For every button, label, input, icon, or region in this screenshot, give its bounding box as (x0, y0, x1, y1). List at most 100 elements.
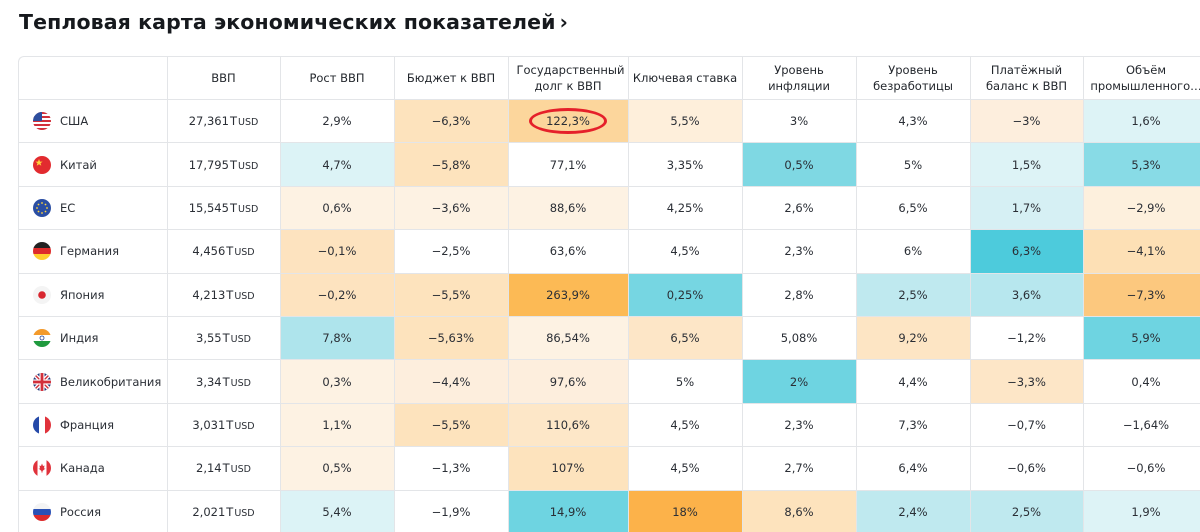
heatmap-cell[interactable]: −5,63% (394, 316, 508, 359)
heatmap-cell[interactable]: 97,6% (508, 360, 628, 403)
heatmap-cell[interactable]: −5,5% (394, 273, 508, 316)
heatmap-cell[interactable]: 4,25% (628, 186, 742, 229)
heatmap-cell[interactable]: 2,8% (742, 273, 856, 316)
heatmap-cell[interactable]: 1,7% (970, 186, 1083, 229)
gdp-cell[interactable]: 17,795TUSD (167, 143, 280, 186)
gdp-cell[interactable]: 27,361TUSD (167, 100, 280, 143)
heatmap-cell[interactable]: −6,3% (394, 100, 508, 143)
heatmap-cell[interactable]: 4,5% (628, 230, 742, 273)
country-cell[interactable]: США (19, 100, 167, 143)
heatmap-cell[interactable]: 2,6% (742, 186, 856, 229)
heatmap-cell[interactable]: 5,08% (742, 316, 856, 359)
country-cell[interactable]: ЕС (19, 186, 167, 229)
gdp-cell[interactable]: 3,55TUSD (167, 316, 280, 359)
heatmap-cell[interactable]: 2,3% (742, 403, 856, 446)
heatmap-cell[interactable]: 2,4% (856, 490, 970, 532)
heatmap-cell[interactable]: −3,6% (394, 186, 508, 229)
heatmap-cell[interactable]: −2,9% (1083, 186, 1200, 229)
heatmap-cell[interactable]: 0,4% (1083, 360, 1200, 403)
heatmap-cell[interactable]: 4,7% (280, 143, 394, 186)
heatmap-cell[interactable]: 3,35% (628, 143, 742, 186)
heatmap-cell[interactable]: 4,5% (628, 403, 742, 446)
heatmap-cell[interactable]: 3% (742, 100, 856, 143)
header-cell[interactable]: Бюджет к ВВП (394, 57, 508, 100)
heatmap-cell[interactable]: 1,5% (970, 143, 1083, 186)
heatmap-cell[interactable]: −0,6% (1083, 447, 1200, 490)
heatmap-cell[interactable]: 2,3% (742, 230, 856, 273)
country-cell[interactable]: Германия (19, 230, 167, 273)
heatmap-cell[interactable]: 2,7% (742, 447, 856, 490)
gdp-cell[interactable]: 2,14TUSD (167, 447, 280, 490)
heatmap-cell[interactable]: −3,3% (970, 360, 1083, 403)
heatmap-cell[interactable]: −0,6% (970, 447, 1083, 490)
header-cell[interactable]: Ключевая ставка (628, 57, 742, 100)
heatmap-cell[interactable]: −0,2% (280, 273, 394, 316)
country-cell[interactable]: Канада (19, 447, 167, 490)
country-cell[interactable]: Россия (19, 490, 167, 532)
heatmap-cell[interactable]: −1,64% (1083, 403, 1200, 446)
gdp-cell[interactable]: 4,456TUSD (167, 230, 280, 273)
heatmap-cell[interactable]: 5,3% (1083, 143, 1200, 186)
heatmap-cell[interactable]: 2% (742, 360, 856, 403)
header-cell[interactable]: Государственный долг к ВВП (508, 57, 628, 100)
heatmap-cell[interactable]: 2,9% (280, 100, 394, 143)
header-cell[interactable]: Объём промышленного… (1083, 57, 1200, 100)
heatmap-cell[interactable]: −1,3% (394, 447, 508, 490)
heatmap-cell[interactable]: 8,6% (742, 490, 856, 532)
heatmap-cell[interactable]: 0,3% (280, 360, 394, 403)
heatmap-cell[interactable]: 7,3% (856, 403, 970, 446)
heatmap-cell[interactable]: −1,2% (970, 316, 1083, 359)
heatmap-cell[interactable]: 1,1% (280, 403, 394, 446)
country-cell[interactable]: Индия (19, 316, 167, 359)
heatmap-cell[interactable]: 9,2% (856, 316, 970, 359)
heatmap-cell[interactable]: −0,1% (280, 230, 394, 273)
heatmap-cell[interactable]: 6% (856, 230, 970, 273)
heatmap-cell[interactable]: 4,4% (856, 360, 970, 403)
heatmap-cell[interactable]: 18% (628, 490, 742, 532)
heatmap-cell[interactable]: −3% (970, 100, 1083, 143)
heatmap-cell[interactable]: 7,8% (280, 316, 394, 359)
gdp-cell[interactable]: 15,545TUSD (167, 186, 280, 229)
heatmap-cell[interactable]: 263,9% (508, 273, 628, 316)
gdp-cell[interactable]: 3,34TUSD (167, 360, 280, 403)
heatmap-cell[interactable]: 0,6% (280, 186, 394, 229)
country-cell[interactable]: Великобритания (19, 360, 167, 403)
country-cell[interactable]: Япония (19, 273, 167, 316)
heatmap-cell[interactable]: 3,6% (970, 273, 1083, 316)
heatmap-cell[interactable]: 2,5% (856, 273, 970, 316)
heatmap-cell[interactable]: 86,54% (508, 316, 628, 359)
heatmap-cell[interactable]: 122,3% (508, 100, 628, 143)
heatmap-cell[interactable]: 77,1% (508, 143, 628, 186)
heatmap-cell[interactable]: 110,6% (508, 403, 628, 446)
heatmap-cell[interactable]: 6,3% (970, 230, 1083, 273)
gdp-cell[interactable]: 4,213TUSD (167, 273, 280, 316)
country-cell[interactable]: Франция (19, 403, 167, 446)
heatmap-cell[interactable]: 6,5% (628, 316, 742, 359)
heatmap-cell[interactable]: 4,5% (628, 447, 742, 490)
heatmap-cell[interactable]: 0,25% (628, 273, 742, 316)
heatmap-cell[interactable]: 1,9% (1083, 490, 1200, 532)
heatmap-cell[interactable]: 1,6% (1083, 100, 1200, 143)
heatmap-cell[interactable]: 5,9% (1083, 316, 1200, 359)
country-cell[interactable]: Китай (19, 143, 167, 186)
gdp-cell[interactable]: 3,031TUSD (167, 403, 280, 446)
heatmap-cell[interactable]: −5,8% (394, 143, 508, 186)
heatmap-cell[interactable]: 14,9% (508, 490, 628, 532)
heatmap-cell[interactable]: −4,1% (1083, 230, 1200, 273)
header-cell[interactable]: Платёжный баланс к ВВП (970, 57, 1083, 100)
heatmap-cell[interactable]: 63,6% (508, 230, 628, 273)
header-cell[interactable]: ВВП (167, 57, 280, 100)
heatmap-cell[interactable]: −4,4% (394, 360, 508, 403)
heatmap-cell[interactable]: 6,4% (856, 447, 970, 490)
heatmap-cell[interactable]: 5% (628, 360, 742, 403)
heatmap-cell[interactable]: 4,3% (856, 100, 970, 143)
heatmap-cell[interactable]: 5% (856, 143, 970, 186)
header-cell[interactable]: Рост ВВП (280, 57, 394, 100)
